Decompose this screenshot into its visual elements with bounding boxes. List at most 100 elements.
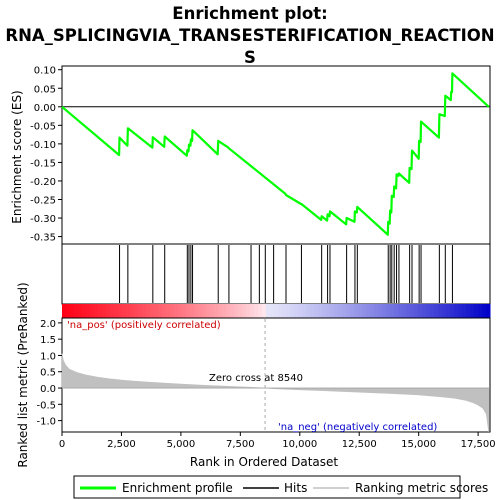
colorbar-segment [122,304,127,318]
colorbar-segment [246,304,251,318]
es-y-tick-label: 0.00 [34,103,56,114]
x-tick-label: 17,500 [461,439,496,450]
colorbar-segment [70,304,75,318]
colorbar-segment [446,304,451,318]
colorbar-segment [178,304,183,318]
colorbar-segment [462,304,467,318]
colorbar-segment [174,304,179,318]
colorbar-segment [358,304,363,318]
colorbar-segment [202,304,207,318]
colorbar-segment [198,304,203,318]
title-line-1: Enrichment plot: [172,4,327,23]
colorbar-segment [374,304,379,318]
x-tick-label: 15,000 [401,439,436,450]
colorbar-segment [482,304,487,318]
colorbar-segment [114,304,119,318]
colorbar-segment [430,304,435,318]
colorbar-segment [318,304,323,318]
colorbar-segment [166,304,171,318]
es-profile [61,72,490,236]
colorbar-segment [278,304,283,318]
title-line-2: RNA_SPLICINGVIA_TRANSESTERIFICATION_REAC… [5,26,494,45]
colorbar-segment [74,304,79,318]
ranking-y-tick-label: 2.0 [40,319,56,330]
colorbar-segment [458,304,463,318]
colorbar-segment [350,304,355,318]
colorbar-segment [150,304,155,318]
colorbar-segment [382,304,387,318]
es-y-tick-label: -0.20 [30,177,56,188]
colorbar-segment [314,304,319,318]
x-tick-label: 2,500 [107,439,136,450]
colorbar-segment [370,304,375,318]
colorbar-segment [238,304,243,318]
colorbar-segment [242,304,247,318]
colorbar-segment [426,304,431,318]
hit-marks [119,245,453,303]
colorbar-segment [138,304,143,318]
rank-colorbar [62,304,491,318]
colorbar-segment [62,304,67,318]
colorbar-segment [310,304,315,318]
x-tick-label: 5,000 [167,439,196,450]
ranking-metric-fill [61,353,490,433]
colorbar-segment [450,304,455,318]
colorbar-segment [294,304,299,318]
colorbar-segment [86,304,91,318]
colorbar-segment [206,304,211,318]
ranking-x-axis: 0 2,500 5,000 7,500 10,000 12,500 15,000 17,500 [59,432,496,450]
colorbar-segment [226,304,231,318]
ranking-y-tick-label: 0.5 [40,368,56,379]
x-tick-label: 7,500 [226,439,255,450]
colorbar-segment [282,304,287,318]
x-tick-label: 0 [59,439,65,450]
colorbar-segment [230,304,235,318]
colorbar-segment [470,304,475,318]
colorbar-segment [378,304,383,318]
ranking-y-tick-label: 0.0 [40,384,56,395]
colorbar-segment [66,304,71,318]
colorbar-segment [386,304,391,318]
colorbar-segment [366,304,371,318]
colorbar-segment [94,304,99,318]
colorbar-segment [354,304,359,318]
colorbar-segment [194,304,199,318]
legend-label-ranking: Ranking metric scores [355,481,488,495]
colorbar-segment [190,304,195,318]
colorbar-segment [130,304,135,318]
colorbar-segment [254,304,259,318]
colorbar-segment [406,304,411,318]
es-profile-line [61,72,490,236]
colorbar-segment [234,304,239,318]
ranking-y-tick-label: -0.5 [36,400,56,411]
es-y-tick-label: 0.05 [34,84,56,95]
es-y-tick-label: -0.05 [30,121,56,132]
colorbar-segment [290,304,295,318]
x-axis-label: Rank in Ordered Dataset [190,455,338,469]
colorbar-segment [186,304,191,318]
ranking-y-axis: 2.0 1.5 1.0 0.5 0.0 -0.5 -1.0 [36,319,62,428]
ranking-y-tick-label: 1.5 [40,335,56,346]
colorbar-segment [322,304,327,318]
colorbar-segment [474,304,479,318]
colorbar-segment [110,304,115,318]
colorbar-segment [162,304,167,318]
colorbar-segment [126,304,131,318]
colorbar-segment [302,304,307,318]
colorbar-segment [106,304,111,318]
colorbar-segment [346,304,351,318]
ranking-y-tick-label: -1.0 [36,417,56,428]
legend-label-hits: Hits [284,481,307,495]
chart-title: Enrichment plot: RNA_SPLICINGVIA_TRANSES… [5,4,494,67]
colorbar-segment [214,304,219,318]
es-y-tick-label: -0.15 [30,158,56,169]
colorbar-segment [154,304,159,318]
ranking-metric-area [61,319,490,433]
colorbar-segment [486,304,491,318]
colorbar-segment [362,304,367,318]
colorbar-segment [434,304,439,318]
colorbar-segment [82,304,87,318]
colorbar-segment [134,304,139,318]
es-y-tick-label: -0.35 [30,233,56,244]
